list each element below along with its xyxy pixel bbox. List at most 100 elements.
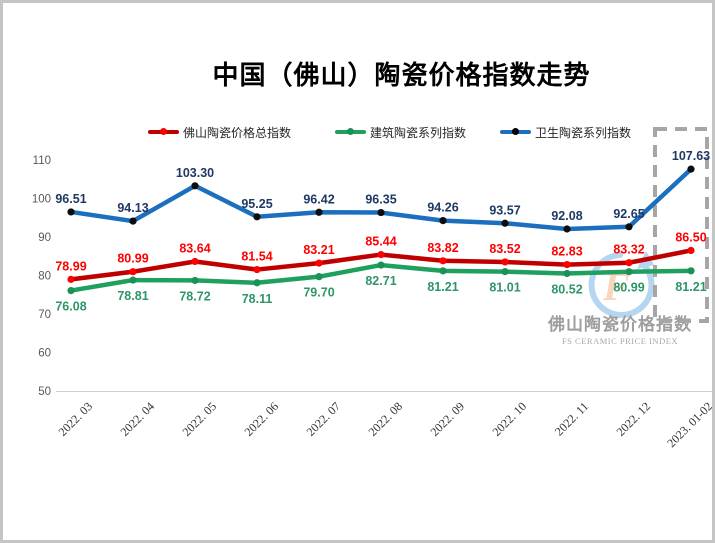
data-label: 78.99 [55,259,86,273]
data-point [253,265,261,274]
data-point [67,208,75,216]
data-label: 79.70 [303,286,334,300]
data-point [129,268,137,276]
data-label: 80.52 [551,282,582,296]
y-axis-tick-label: 90 [38,232,51,244]
x-axis-label: 2022. 03 [56,399,96,439]
data-label: 80.99 [117,252,148,266]
data-point [377,250,385,259]
chart-title: 中国（佛山）陶瓷价格指数走势 [212,61,591,90]
data-label: 93.57 [489,203,520,217]
data-point [253,279,261,287]
data-label: 96.35 [365,193,396,207]
legend-label: 佛山陶瓷价格总指数 [183,125,292,140]
data-label: 83.52 [489,242,520,256]
data-label: 81.21 [675,280,706,294]
legend-item-3: 卫生陶瓷系列指数 [500,124,631,140]
y-axis-tick-label: 100 [32,194,51,206]
data-label: 83.64 [179,241,210,255]
data-point [687,165,695,173]
data-label: 78.72 [179,289,210,303]
data-point [315,273,323,281]
data-point [625,259,633,267]
data-label: 96.51 [55,192,86,206]
x-axis-label: 2022. 06 [242,399,282,439]
data-point [501,219,509,227]
legend-line-marker-icon [335,124,366,140]
x-axis-label: 2023. 01-02 [664,399,715,450]
y-axis-tick-label: 110 [33,155,51,167]
legend-label: 卫生陶瓷系列指数 [535,125,632,140]
data-point [191,182,199,190]
data-point [563,225,571,233]
legend-line-marker-icon [148,124,179,140]
data-label: 80.99 [613,281,644,295]
data-point [687,267,695,275]
data-label: 81.54 [241,250,272,264]
data-point [563,269,571,278]
data-point [129,276,137,284]
data-label: 81.01 [489,281,520,295]
x-axis-label: 2022. 11 [552,399,591,438]
x-axis-label: 2022. 12 [614,399,654,439]
data-point [253,213,261,221]
data-point [377,208,385,217]
x-axis-label: 2022. 07 [304,399,344,439]
data-point [501,258,509,266]
x-axis-label: 2022. 04 [118,399,158,439]
legend-item-1: 佛山陶瓷价格总指数 [148,124,291,140]
watermark-subtitle: FS CERAMIC PRICE INDEX [562,336,678,346]
data-point [563,261,571,269]
data-label: 83.82 [427,241,458,255]
data-point [625,223,633,231]
y-axis-tick-label: 80 [38,271,51,283]
data-label: 95.25 [241,197,272,211]
data-point [191,257,199,266]
legend-label: 建筑陶瓷系列指数 [370,125,467,140]
data-label: 81.21 [427,280,458,294]
data-label: 94.26 [427,201,458,215]
y-axis-tick-label: 50 [38,386,51,398]
data-label: 92.08 [551,209,582,223]
y-axis-tick-label: 60 [38,348,51,360]
data-label: 78.81 [117,289,148,303]
data-point [439,216,447,225]
x-axis-label: 2022. 09 [428,399,468,439]
data-point [67,286,75,295]
data-point [501,268,509,276]
data-point [191,276,199,285]
watermark-title: 佛山陶瓷价格指数 [547,314,692,334]
data-point [687,246,695,255]
highlight-box-last-period [653,127,709,323]
data-point [625,268,633,276]
x-axis-label: 2022. 08 [366,399,406,439]
data-label: 96.42 [303,192,334,206]
data-label: 94.13 [117,201,148,215]
legend: 佛山陶瓷价格总指数 建筑陶瓷系列指数 卫生陶瓷系列指数 [3,124,712,140]
data-point [67,275,75,283]
data-label: 76.08 [55,300,86,314]
legend-item-2: 建筑陶瓷系列指数 [335,124,466,140]
data-point [439,257,447,265]
data-point [377,261,385,269]
data-point [315,259,323,267]
data-label: 103.30 [176,166,214,180]
x-axis-label: 2022. 10 [490,399,530,439]
y-axis-tick-label: 70 [38,309,51,321]
data-label: 86.50 [675,230,706,244]
data-point [315,208,323,216]
price-index-line-chart: F 佛山陶瓷价格指数 FS CERAMIC PRICE INDEX 110100… [32,127,715,450]
data-label: 78.11 [242,292,273,306]
x-axis-label: 2022. 05 [180,399,220,439]
data-point [439,267,447,275]
data-label: 107.63 [672,149,710,163]
data-label: 82.71 [365,274,396,288]
data-label: 83.21 [303,243,334,257]
legend-line-marker-icon [500,124,531,140]
data-point [129,217,137,225]
data-label: 92.65 [613,207,644,221]
data-label: 85.44 [365,235,396,249]
data-label: 83.32 [613,243,644,257]
data-label: 82.83 [551,245,582,259]
